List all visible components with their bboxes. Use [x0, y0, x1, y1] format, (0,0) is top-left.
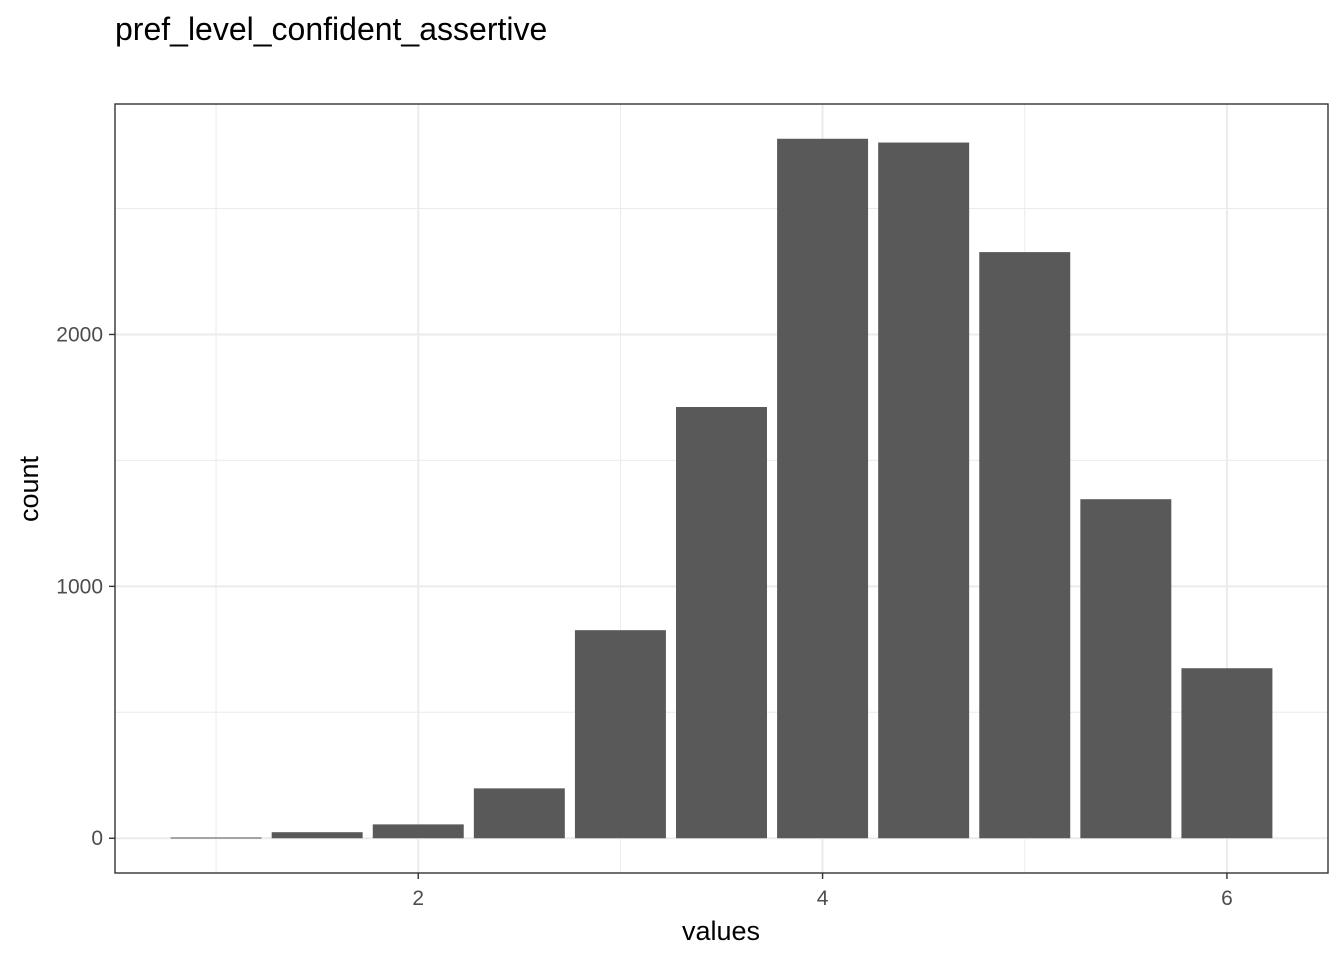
panel-border — [114, 103, 1329, 874]
bar — [372, 824, 464, 839]
x-axis-title: values — [682, 916, 760, 946]
bar — [1181, 668, 1273, 839]
bar — [777, 138, 869, 839]
bar — [676, 407, 767, 839]
bars — [170, 138, 1273, 839]
x-axis: 2 4 6 — [412, 873, 1233, 910]
bar — [979, 252, 1071, 839]
bar — [271, 832, 363, 839]
bar — [574, 630, 666, 839]
bar — [1080, 499, 1172, 839]
y-tick-label: 1000 — [56, 575, 103, 598]
bar — [170, 837, 262, 839]
y-axis: 0 1000 2000 — [56, 323, 115, 850]
bar — [473, 788, 565, 839]
x-tick-label: 2 — [412, 887, 424, 910]
x-tick-label: 6 — [1221, 887, 1233, 910]
chart-title: pref_level_confident_assertive — [115, 11, 547, 47]
bar — [878, 142, 970, 839]
y-axis-title: count — [14, 455, 44, 522]
y-tick-label: 0 — [91, 827, 103, 850]
y-tick-label: 2000 — [56, 323, 103, 346]
x-tick-label: 4 — [817, 887, 829, 910]
